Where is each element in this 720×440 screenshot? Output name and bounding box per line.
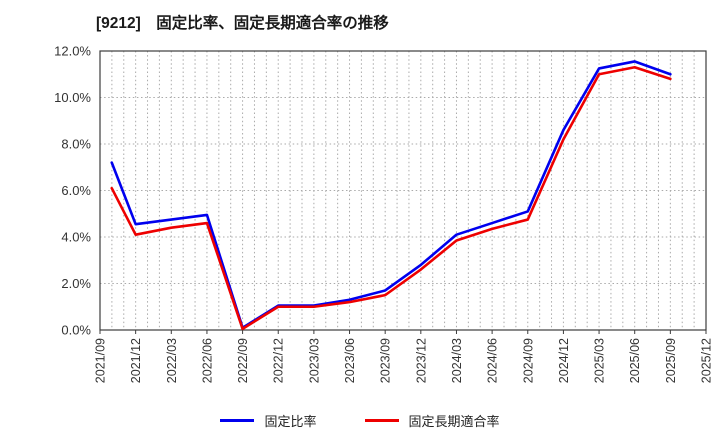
x-tick-label: 2022/03 <box>165 338 179 383</box>
y-tick-label: 4.0% <box>61 230 91 245</box>
series-line-0 <box>110 60 672 329</box>
y-tick-label: 10.0% <box>54 90 91 105</box>
y-tick-label: 6.0% <box>61 183 91 198</box>
plot-frame <box>99 50 707 331</box>
x-tick-label: 2024/09 <box>521 338 535 383</box>
x-tick-label: 2021/09 <box>94 338 108 383</box>
x-tick-label: 2024/12 <box>557 338 571 383</box>
x-tick-label: 2022/12 <box>272 338 286 383</box>
x-tick-label: 2022/09 <box>236 338 250 383</box>
series-line-1 <box>110 65 672 331</box>
legend-item-fixed-ratio: 固定比率 <box>220 411 317 430</box>
legend-item-fixed-longterm-ratio: 固定長期適合率 <box>364 411 500 430</box>
y-tick-label: 8.0% <box>61 137 91 152</box>
x-tick-label: 2023/06 <box>343 338 357 383</box>
x-tick-label: 2024/06 <box>486 338 500 383</box>
chart-title: [9212] 固定比率、固定長期適合率の推移 <box>96 15 389 32</box>
y-tick-label: 0.0% <box>61 323 91 338</box>
legend-line-swatch-red <box>364 419 399 422</box>
x-tick-label: 2021/12 <box>129 338 143 383</box>
y-tick-label: 12.0% <box>54 44 91 59</box>
x-tick-label: 2024/03 <box>450 338 464 383</box>
x-tick-label: 2025/09 <box>664 338 678 383</box>
legend-line-swatch-blue <box>220 419 255 422</box>
x-tick-label: 2025/12 <box>700 338 714 383</box>
x-tick-label: 2023/09 <box>379 338 393 383</box>
legend-label-fixed-ratio: 固定比率 <box>264 414 317 429</box>
chart-legend: 固定比率 固定長期適合率 <box>0 411 720 430</box>
x-tick-label: 2022/06 <box>200 338 214 383</box>
x-tick-label: 2025/06 <box>628 338 642 383</box>
y-tick-label: 2.0% <box>61 276 91 291</box>
x-tick-label: 2025/03 <box>593 338 607 383</box>
x-tick-label: 2023/03 <box>307 338 321 383</box>
legend-label-fixed-longterm-ratio: 固定長期適合率 <box>408 414 500 429</box>
x-tick-label: 2023/12 <box>414 338 428 383</box>
